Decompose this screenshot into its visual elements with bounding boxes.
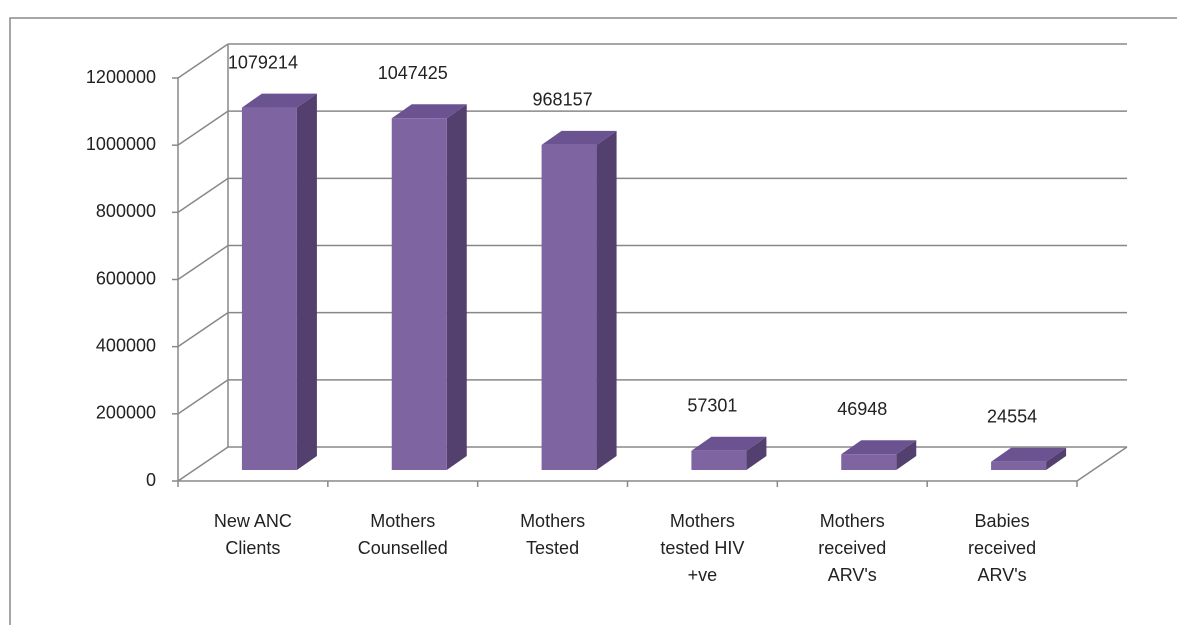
value-label: 968157	[533, 90, 593, 110]
grid-line-side	[177, 244, 229, 281]
grid-line-side	[177, 312, 229, 348]
grid-line-side	[177, 446, 229, 482]
bar	[391, 118, 447, 470]
bar-top	[541, 130, 617, 145]
value-label: 1079214	[228, 52, 298, 72]
grid-line-side	[177, 177, 229, 213]
y-tick-label: 200000	[96, 403, 156, 423]
y-tick-label: 1000000	[86, 134, 156, 154]
bar-side	[446, 104, 467, 470]
x-tick-label: Mothers Counselled	[357, 511, 448, 558]
y-tick-label: 600000	[96, 268, 156, 288]
grid-line-side	[177, 43, 229, 79]
value-label: 24554	[987, 407, 1037, 427]
bar-side	[1046, 447, 1067, 470]
grid-line-side	[177, 110, 229, 146]
bar	[541, 144, 597, 471]
x-tick-label: Mothers Tested	[520, 511, 586, 558]
x-tick-label: Mothers received ARV's	[818, 511, 887, 585]
bar	[691, 450, 747, 470]
value-label: 1047425	[378, 63, 448, 83]
bar-top	[691, 436, 767, 451]
y-tick-label: 1200000	[86, 67, 156, 87]
x-tick-label: Mothers tested HIV +ve	[660, 511, 745, 585]
value-label: 57301	[687, 396, 737, 416]
bar-side	[296, 93, 317, 470]
value-label: 46948	[837, 399, 887, 419]
bar	[991, 461, 1047, 470]
floor	[178, 446, 1128, 482]
x-tick-label: Babies received ARV's	[968, 511, 1037, 585]
bar-top	[391, 104, 467, 119]
bar-side	[746, 436, 767, 470]
y-tick-label: 800000	[96, 201, 156, 221]
chart-frame	[9, 17, 1177, 625]
y-tick-label: 0	[146, 470, 156, 490]
bar	[841, 454, 897, 470]
bar	[241, 107, 297, 470]
bar-top	[991, 447, 1067, 462]
y-tick-label: 400000	[96, 335, 156, 355]
bar-top	[241, 93, 317, 108]
grid-line-side	[177, 379, 229, 415]
bar-side	[596, 130, 617, 471]
bar-top	[841, 440, 917, 455]
bar-side	[896, 440, 917, 470]
x-tick-label: New ANC Clients	[213, 511, 292, 558]
